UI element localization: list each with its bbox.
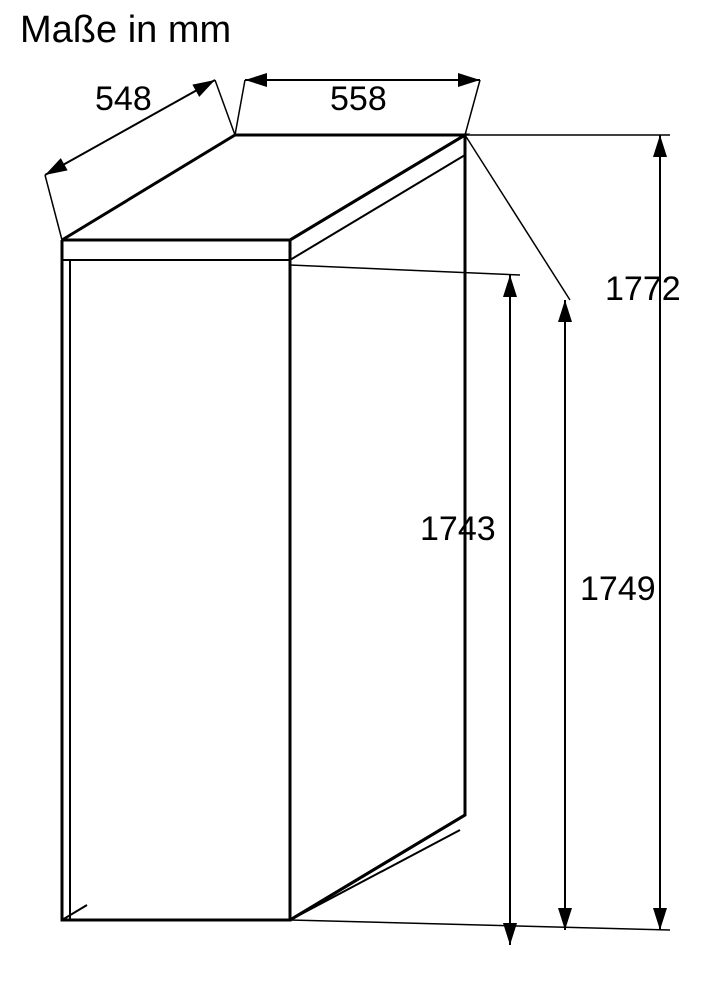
dim-width: 558 [330, 80, 387, 118]
dim-height-body: 1749 [580, 570, 656, 608]
diagram-title: Maße in mm [20, 9, 231, 51]
dim-depth: 548 [95, 80, 152, 118]
dim-height-total: 1772 [605, 270, 681, 308]
dim-height-door: 1743 [420, 510, 496, 548]
